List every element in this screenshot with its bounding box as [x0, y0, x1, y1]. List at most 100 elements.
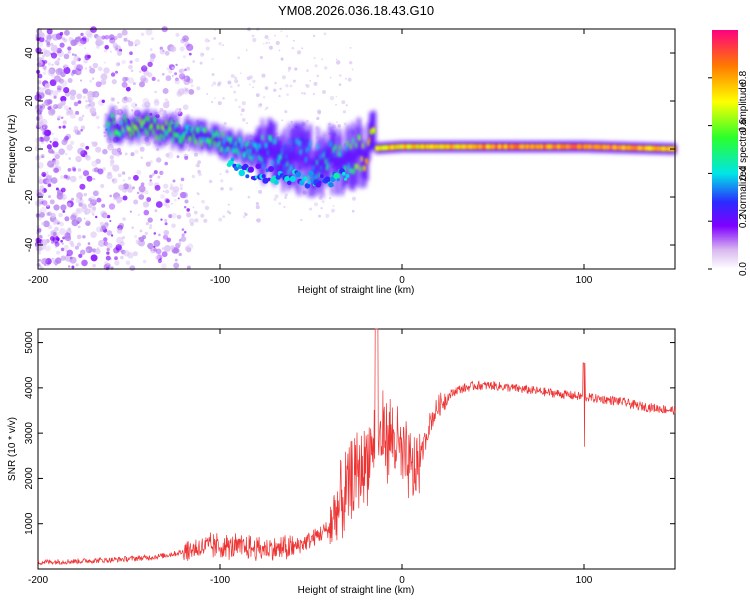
spectrogram-noise-cell	[67, 265, 71, 268]
spectrogram-noise-cell	[155, 201, 163, 208]
spectrogram-ridge-cell	[360, 156, 363, 162]
spectrogram-noise-cell	[71, 166, 76, 171]
spectrogram-noise-cell	[313, 202, 319, 207]
spectrogram-noise-cell	[95, 248, 101, 255]
spectrogram-noise-cell	[52, 232, 57, 236]
spectrogram-noise-cell	[109, 50, 113, 53]
spectrogram-ridge-cell	[117, 130, 120, 136]
spectrogram-noise-cell	[71, 265, 75, 269]
spectrogram-ridge-cell	[605, 144, 608, 150]
spectrogram-noise-cell	[186, 212, 192, 218]
spectrogram-noise-cell	[240, 113, 243, 116]
spectrogram-ridge-cell	[358, 135, 361, 141]
spectrogram-ridge-cell	[170, 119, 173, 125]
spectrogram-ridge-cell	[175, 132, 177, 138]
spectrogram-ridge-cell	[432, 144, 435, 150]
spectrogram-noise-cell	[122, 76, 128, 82]
spectrogram-noise-cell	[170, 245, 175, 250]
spectrogram-ridge-cell	[413, 144, 415, 150]
spectrogram-noise-cell	[142, 259, 147, 264]
spectrogram-noise-cell	[56, 63, 60, 66]
spectrogram-ridge-cell	[495, 144, 497, 150]
spectrogram-ridge-cell	[604, 144, 607, 150]
spectrogram-noise-cell	[153, 239, 161, 247]
spectrogram-noise-cell	[134, 149, 139, 154]
spectrogram-ridge-cell	[159, 132, 162, 138]
spectrogram-noise-cell	[71, 53, 75, 56]
spectrogram-ridge-cell	[373, 128, 376, 134]
spectrogram-noise-cell	[148, 225, 153, 230]
spectrogram-noise-cell	[67, 50, 71, 54]
spectrogram-ridge-cell	[530, 144, 532, 150]
snr-ylabel: SNR (10 * v/v)	[7, 417, 18, 481]
spectrogram-noise-cell	[50, 177, 58, 184]
spectrogram-noise-cell	[46, 179, 51, 184]
spectrogram-noise-cell	[157, 79, 160, 82]
spectrogram-ridge-cell	[643, 145, 646, 151]
spectrogram-ridge-cell	[162, 125, 164, 131]
spectrogram-ridge-cell	[395, 144, 398, 150]
spectrogram-ridge-cell	[158, 135, 161, 142]
spectrogram-ridge-cell	[344, 165, 347, 172]
spectrogram-ridge-cell	[251, 141, 254, 147]
spectrogram-ridge-cell	[407, 144, 410, 150]
spectrogram-ridge-cell	[312, 165, 315, 172]
spectrogram-noise-cell	[118, 222, 125, 229]
spectrogram-ridge-cell	[116, 130, 118, 136]
spectrogram-ridge-cell	[423, 144, 425, 150]
spectrogram-noise-cell	[178, 242, 182, 245]
spectrogram-noise-cell	[121, 81, 128, 88]
spectrogram-noise-cell	[238, 105, 241, 109]
spectrogram-noise-cell	[321, 200, 325, 204]
spectrogram-ridge-cell	[226, 135, 229, 141]
spectrogram-noise-cell	[229, 187, 233, 191]
spectrogram-noise-cell	[175, 32, 180, 37]
spectrogram-noise-cell	[174, 72, 178, 76]
spectrogram-noise-cell	[51, 150, 55, 154]
spectrogram-noise-cell	[222, 215, 226, 219]
spectrogram-ridge-cell	[527, 144, 530, 150]
spectrogram-ridge-cell	[188, 135, 191, 142]
spectrogram-ridge-cell	[132, 130, 135, 136]
spectrogram-noise-cell	[147, 217, 153, 223]
spectrogram-ridge-cell	[450, 144, 453, 150]
spectrogram-ridge-cell	[230, 135, 233, 141]
spectrogram-noise-cell	[50, 44, 58, 53]
spectrogram-ridge-cell	[544, 144, 547, 150]
spectrogram-ridge-cell	[391, 144, 394, 150]
spectrogram-ridge-cell	[133, 124, 136, 131]
spectrogram-ridge-cell	[652, 145, 655, 152]
spectrogram-noise-cell	[44, 39, 48, 43]
spectrogram-ridge-cell	[331, 173, 334, 179]
spectrogram-ridge-cell	[265, 142, 268, 148]
spectrogram-ridge-cell	[403, 144, 406, 150]
spectrogram-noise-cell	[294, 67, 298, 71]
spectrogram-ridge-cell	[637, 145, 639, 151]
spectrogram-noise-cell	[91, 77, 95, 80]
spectrogram-noise-cell	[75, 155, 82, 163]
spectrogram-ridge-cell	[357, 134, 360, 140]
spectrogram-noise-cell	[284, 196, 288, 200]
spectrogram-noise-cell	[129, 210, 132, 213]
spectrogram-ridge-cell	[412, 144, 414, 150]
spectrogram-noise-cell	[97, 66, 103, 72]
spectrogram-noise-cell	[273, 88, 277, 92]
spectrogram-ridge-cell	[185, 124, 187, 130]
spectrogram-ridge-cell	[332, 147, 335, 153]
spectrogram-ridge-cell	[380, 145, 383, 151]
spectrogram-ridge-cell	[567, 144, 569, 150]
spectrogram-noise-cell	[76, 93, 83, 100]
spectrogram-noise-cell	[78, 116, 84, 122]
snr-ticks: -200 -100 0 100 1000 2000 3000 4000 5000	[24, 329, 675, 586]
spectrogram-ridge-cell	[444, 144, 447, 150]
spectrogram-ridge-cell	[381, 145, 384, 151]
spectrogram-noise-cell	[102, 124, 107, 128]
spectrogram-noise-cell	[166, 237, 172, 243]
spectrogram-ridge-cell	[255, 163, 261, 170]
spectrogram-ridge-cell	[473, 144, 476, 150]
spectrogram-ridge-cell	[142, 119, 145, 125]
spectrogram-ridge-cell	[305, 156, 307, 163]
spectrogram-ridge-cell	[324, 176, 331, 183]
spectrogram-ridge-cell	[524, 144, 527, 150]
